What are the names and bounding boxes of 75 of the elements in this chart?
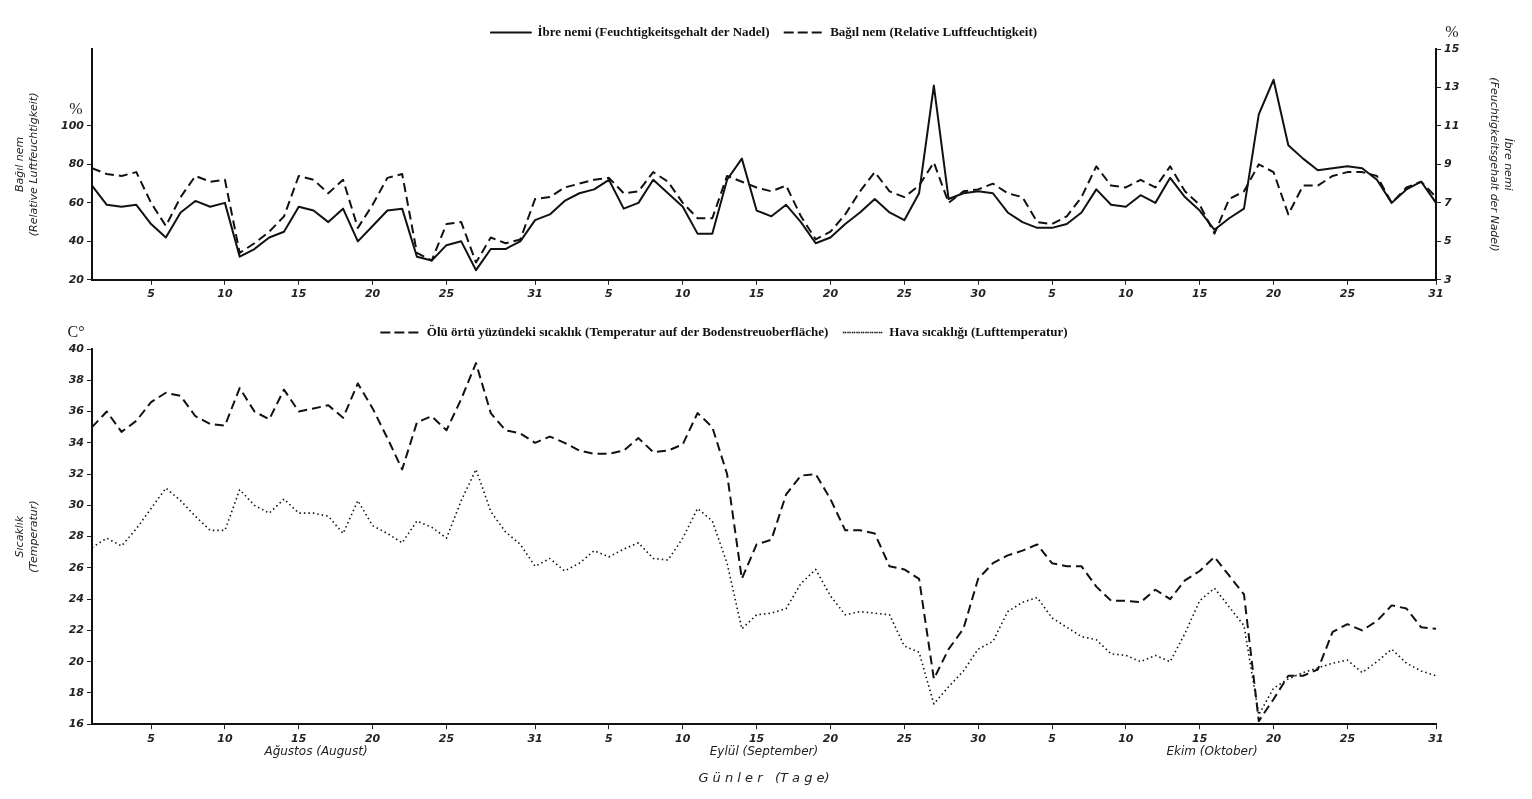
y-tick-label: 38: [68, 373, 85, 387]
x-tick-label: 30: [970, 731, 987, 745]
x-tick-label: 5: [147, 287, 156, 301]
legend-label: Hava sıcaklığı (Lufttemperatur): [889, 323, 1068, 339]
y2-axis-title: İbre nemi (Feuchtigkeitsgehalt der Nadel): [1488, 77, 1515, 252]
x-tick-label: 10: [1118, 731, 1134, 745]
x-tick-label: 10: [675, 731, 691, 745]
x-tick-label: 10: [217, 287, 233, 301]
y-tick-label: 26: [68, 560, 85, 574]
x-tick-label: 25: [438, 731, 455, 745]
x-tick-label: 15: [1192, 287, 1208, 301]
y-tick-label: 22: [68, 623, 85, 637]
x-tick-label: 30: [970, 287, 987, 301]
text: %: [1445, 23, 1459, 41]
x-tick-label: 15: [291, 731, 307, 745]
text: %: [69, 100, 83, 118]
x-tick-label: 15: [1192, 731, 1208, 745]
x-tick-label: 20: [822, 287, 839, 301]
y-tick-label: 18: [68, 685, 85, 699]
text: Ekim (Oktober): [1166, 744, 1258, 759]
x-tick-label: 5: [605, 731, 614, 745]
y-axis-title: Bağıl nem (Relative Luftfeuchtigkeit): [13, 92, 40, 237]
y2-tick-label: 3: [1444, 272, 1452, 286]
y-tick-label: 36: [68, 404, 85, 418]
y2-tick-label: 7: [1444, 195, 1452, 209]
x-tick-label: 31: [1428, 287, 1444, 301]
y-tick-label: 16: [68, 717, 85, 731]
y-tick-label: 20: [68, 654, 85, 668]
x-tick-label: 10: [217, 731, 233, 745]
y2-tick-label: 11: [1444, 118, 1460, 132]
x-tick-label: 25: [1339, 287, 1356, 301]
x-axis-title: G ü n l e r (T a g e): [698, 769, 830, 785]
y2-tick-label: 9: [1444, 157, 1452, 171]
x-tick-label: 5: [147, 731, 156, 745]
x-tick-label: 5: [605, 287, 614, 301]
x-tick-label: 20: [1265, 287, 1282, 301]
y-tick-label: 40: [67, 234, 85, 248]
y-tick-label: 20: [68, 272, 85, 286]
y-tick-label: 34: [68, 435, 84, 449]
y2-tick-label: 13: [1444, 80, 1460, 94]
x-tick-label: 25: [1339, 731, 1356, 745]
y-tick-label: 32: [68, 466, 85, 480]
x-tick-label: 15: [748, 287, 765, 301]
x-tick-label: 25: [438, 287, 455, 301]
text: Ağustos (August): [263, 744, 368, 759]
x-tick-label: 15: [748, 731, 765, 745]
legend-label: İbre nemi (Feuchtigkeitsgehalt der Nadel): [537, 23, 770, 39]
x-tick-label: 10: [675, 287, 691, 301]
y-tick-label: 24: [68, 591, 84, 605]
y2-tick-label: 5: [1444, 234, 1452, 248]
x-tick-label: 5: [1048, 287, 1057, 301]
y-axis-title: Sıcaklık (Temperatur): [13, 500, 40, 573]
legend-label: Ölü örtü yüzündeki sıcaklık (Temperatur auf der Bodenstreuoberfläche): [426, 323, 829, 339]
text: C°: [67, 323, 85, 341]
x-tick-label: 25: [896, 731, 913, 745]
y-tick-label: 100: [61, 118, 85, 132]
y-tick-label: 60: [68, 195, 85, 209]
x-tick-label: 20: [364, 731, 381, 745]
x-tick-label: 20: [1265, 731, 1282, 745]
legend-label: Bağıl nem (Relative Luftfeuchtigkeit): [830, 23, 1038, 39]
y-tick-label: 30: [68, 498, 85, 512]
x-tick-label: 31: [527, 731, 543, 745]
x-tick-label: 25: [896, 287, 913, 301]
x-tick-label: 20: [822, 731, 839, 745]
y-tick-label: 80: [68, 157, 85, 171]
x-tick-label: 10: [1118, 287, 1134, 301]
y2-tick-label: 15: [1444, 41, 1460, 55]
x-tick-label: 20: [364, 287, 381, 301]
text: Eylül (September): [709, 744, 819, 759]
y-tick-label: 28: [68, 529, 85, 543]
x-tick-label: 5: [1048, 731, 1057, 745]
x-tick-label: 31: [527, 287, 543, 301]
x-tick-label: 31: [1428, 731, 1444, 745]
x-tick-label: 15: [291, 287, 307, 301]
y-tick-label: 40: [67, 341, 85, 355]
